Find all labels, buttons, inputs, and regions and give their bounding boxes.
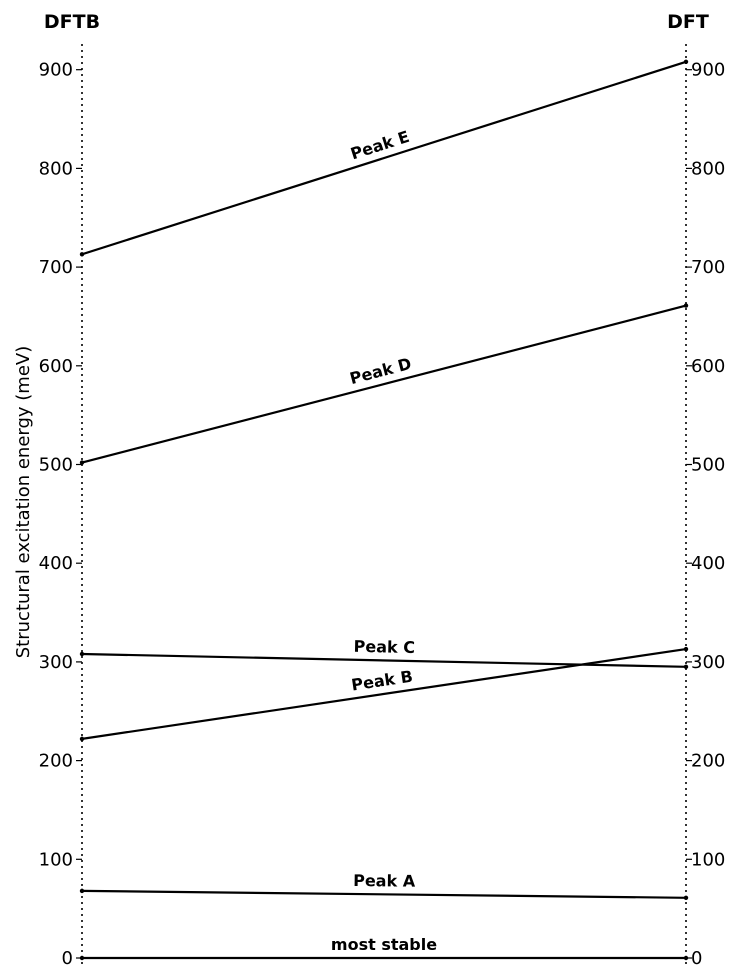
series-line-peak-a (81, 889, 687, 899)
right-tick-label: 400 (691, 553, 725, 574)
series-point-peak-d-right (683, 303, 689, 308)
series-point-most-stable-right (683, 955, 689, 961)
left-tick-label: 0 (62, 948, 73, 968)
right-tick-label: 200 (691, 751, 725, 772)
left-tick-label: 200 (39, 751, 73, 772)
series-point-peak-e-left (79, 252, 85, 257)
right-tick-label: 300 (691, 652, 725, 673)
series-label-most-stable: most stable (331, 935, 437, 954)
left-tick-label: 700 (39, 257, 73, 278)
left-column-title: DFTB (44, 11, 100, 33)
series-label-peak-a: Peak A (353, 871, 416, 891)
right-tick-label: 100 (691, 849, 725, 870)
right-tick-label: 800 (691, 158, 725, 179)
series-point-peak-e-right (683, 59, 689, 65)
series-label-peak-e: Peak E (348, 127, 411, 163)
series-line-peak-c (81, 652, 687, 668)
y-axis-label: Structural excitation energy (meV) (13, 346, 34, 659)
series-point-peak-c-left (79, 651, 85, 657)
series-line-peak-e (81, 60, 687, 256)
series-label-peak-c: Peak C (353, 637, 415, 657)
right-tick-label: 700 (691, 257, 725, 278)
left-tick-label: 500 (39, 455, 73, 476)
left-tick-label: 300 (39, 652, 73, 673)
left-tick-label: 900 (39, 60, 73, 81)
series-point-peak-a-left (79, 888, 85, 894)
right-tick-label: 500 (691, 455, 725, 476)
series-point-peak-c-right (683, 664, 689, 670)
series-line-peak-d (81, 304, 687, 464)
left-tick-label: 800 (39, 158, 73, 179)
axes-layer: 0 0 100 100 200 200 300 300 400 400 500 500 600 600 70… (39, 44, 725, 968)
series-line-peak-b (81, 647, 687, 740)
series-point-peak-b-left (79, 736, 85, 742)
right-column-title: DFT (667, 11, 709, 33)
right-tick-label: 600 (691, 356, 725, 377)
series-point-peak-a-right (683, 895, 689, 900)
left-tick-label: 100 (39, 849, 73, 870)
left-tick-label: 400 (39, 553, 73, 574)
left-tick-label: 600 (39, 356, 73, 377)
right-tick-label: 0 (691, 948, 702, 968)
series-point-most-stable-left (79, 955, 85, 961)
series-point-peak-d-left (79, 460, 85, 465)
right-tick-label: 900 (691, 60, 725, 81)
series-point-peak-b-right (683, 646, 689, 652)
series-label-peak-d: Peak D (348, 354, 414, 388)
series-lines-layer (79, 59, 689, 961)
